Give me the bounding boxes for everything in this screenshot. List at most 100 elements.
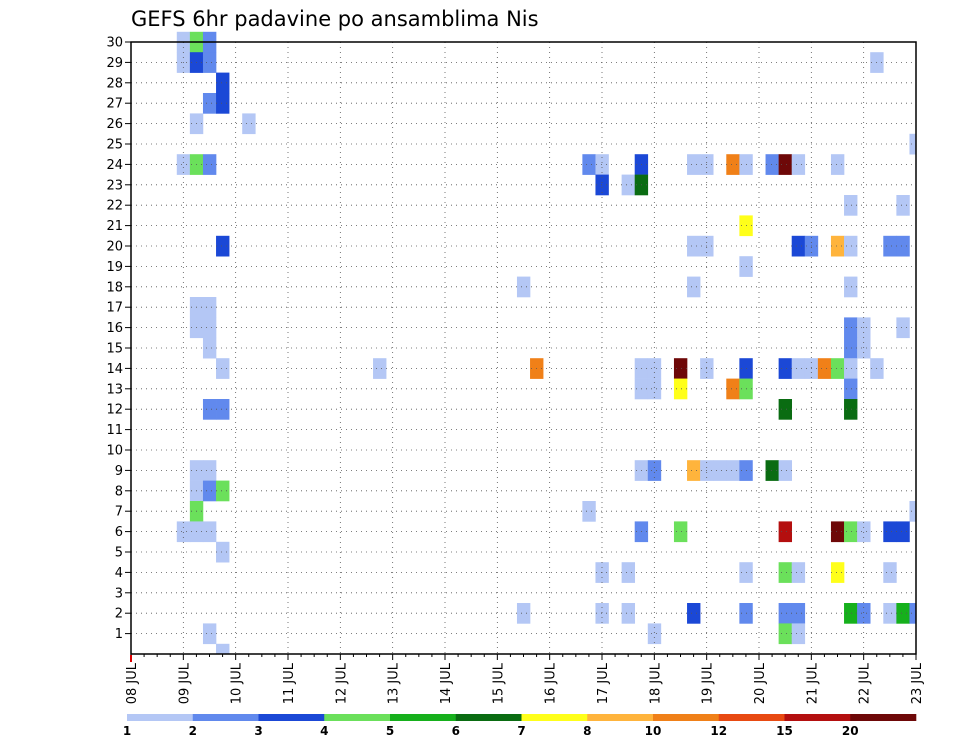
x-tick-label: 12 JUL: [334, 662, 349, 704]
heatmap-cell: [726, 378, 740, 400]
y-tick-label: 26: [106, 117, 123, 132]
heatmap-cell: [176, 154, 191, 175]
heatmap-cell: [726, 154, 740, 175]
heatmap-cell: [202, 52, 217, 73]
y-tick-label: 6: [115, 525, 123, 540]
colorbar-label: 3: [254, 724, 262, 738]
heatmap-cell: [216, 235, 230, 257]
heatmap-cell: [909, 501, 917, 522]
colorbar-swatch: [455, 714, 522, 721]
x-tick-label: 10 JUL: [230, 662, 245, 704]
heatmap-cell: [778, 603, 793, 624]
heatmap-cell: [896, 603, 910, 624]
heatmap-cell: [844, 378, 858, 400]
heatmap-cell: [687, 235, 701, 257]
colorbar-label: 4: [320, 724, 328, 738]
x-tick-label: 21 JUL: [805, 662, 820, 704]
y-tick-label: 2: [115, 607, 123, 622]
heatmap-cell: [176, 521, 191, 543]
colorbar-label: 10: [645, 724, 662, 738]
heatmap-cell: [726, 460, 740, 481]
y-tick-label: 4: [115, 566, 123, 581]
colorbar-label: 6: [452, 724, 460, 738]
heatmap-cell: [202, 297, 217, 318]
x-tick-label: 23 JUL: [910, 662, 925, 704]
heatmap-cell: [791, 562, 806, 583]
heatmap-cell: [621, 603, 636, 624]
y-tick-label: 10: [106, 444, 123, 459]
heatmap-cell: [202, 480, 217, 502]
heatmap-cell: [830, 521, 845, 543]
y-tick-label: 22: [106, 199, 123, 214]
heatmap-cell: [595, 154, 609, 175]
heatmap-cell: [373, 358, 387, 379]
y-tick-label: 17: [106, 301, 123, 316]
y-tick-label: 1: [115, 627, 123, 642]
heatmap-cell: [909, 133, 917, 155]
heatmap-cell: [778, 562, 793, 583]
y-tick-label: 19: [106, 260, 123, 275]
heatmap-cell: [216, 72, 230, 94]
y-tick-label: 29: [106, 56, 123, 71]
heatmap-cell: [791, 603, 806, 624]
colorbar-swatch: [390, 714, 457, 721]
x-tick-label: 08 JUL: [125, 662, 140, 704]
heatmap-cell: [896, 235, 910, 257]
x-tick-label: 13 JUL: [387, 662, 402, 704]
x-tick-label: 17 JUL: [596, 662, 611, 704]
heatmap-cell: [830, 358, 845, 379]
heatmap-cell: [647, 358, 662, 379]
heatmap-cell: [516, 603, 531, 624]
heatmap-cell: [202, 337, 217, 359]
heatmap-cell: [765, 460, 779, 481]
colorbar-swatch: [587, 714, 654, 721]
heatmap-cell: [896, 317, 910, 339]
y-tick-label: 14: [106, 362, 123, 377]
x-tick-label: 16 JUL: [544, 662, 559, 704]
colorbar: 1 2 3 4 5 6 7 8 10 12 15 20: [123, 714, 917, 738]
colorbar-label: 7: [517, 724, 525, 738]
y-tick-label: 16: [106, 321, 123, 336]
heatmap-cell: [595, 174, 609, 196]
heatmap-cell: [713, 460, 727, 481]
heatmap-cell: [844, 358, 858, 379]
heatmap-cell: [778, 358, 793, 379]
heatmap-cell: [857, 603, 871, 624]
heatmap-cell: [516, 276, 531, 298]
heatmap-cell: [647, 378, 662, 400]
heatmap-cell: [216, 399, 230, 420]
x-tick-label: 15 JUL: [491, 662, 506, 704]
heatmap-cell: [844, 521, 858, 543]
x-tick-label: 20 JUL: [753, 662, 768, 704]
heatmap-cell: [687, 154, 701, 175]
heatmap-cell: [582, 154, 596, 175]
y-tick-label: 5: [115, 546, 123, 561]
heatmap-cell: [765, 154, 779, 175]
colorbar-label: 15: [776, 724, 793, 738]
y-tick-label: 15: [106, 342, 123, 357]
heatmap-cell: [896, 195, 910, 216]
heatmap-cell: [883, 235, 897, 257]
y-tick-label: 20: [106, 240, 123, 255]
heatmap-cell: [844, 337, 858, 359]
heatmap-cell: [778, 460, 793, 481]
heatmap-cell: [202, 93, 217, 114]
heatmap-cell: [883, 562, 897, 583]
heatmap-cell: [844, 276, 858, 298]
colorbar-swatch: [653, 714, 720, 721]
heatmap-cell: [844, 317, 858, 339]
heatmap-cell: [647, 460, 662, 481]
y-tick-label: 8: [115, 484, 123, 499]
y-tick-label: 21: [106, 219, 123, 234]
y-tick-label: 13: [106, 382, 123, 397]
x-tick-label: 22 JUL: [858, 662, 873, 704]
heatmap-cell: [216, 541, 230, 563]
y-tick-label: 18: [106, 280, 123, 295]
heatmap-cell: [595, 603, 609, 624]
colorbar-label: 2: [189, 724, 197, 738]
heatmap-cell: [673, 521, 688, 543]
heatmap-cell: [844, 235, 858, 257]
heatmap-cell: [687, 603, 701, 624]
y-tick-label: 28: [106, 76, 123, 91]
colorbar-swatch: [521, 714, 588, 721]
